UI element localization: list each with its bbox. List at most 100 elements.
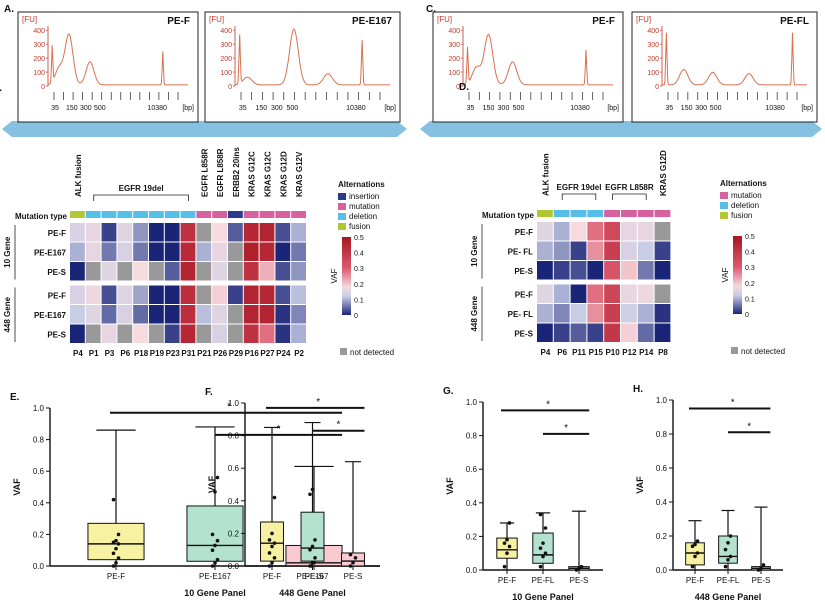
x-tick-label: 300 — [695, 105, 707, 112]
data-point — [267, 551, 272, 555]
colorbar-tick-label: 0.4 — [354, 251, 364, 258]
colorbar-tick-label: 0 — [354, 313, 358, 320]
vaf-cell — [291, 242, 306, 261]
vaf-cell — [291, 285, 306, 304]
mutation-type-cell — [196, 211, 212, 218]
vaf-cell — [228, 223, 243, 242]
chart-title: 448 Gene Panel — [695, 592, 762, 602]
vaf-cell — [259, 262, 275, 281]
legend-label: fusion — [349, 222, 370, 231]
patient-label: P29 — [229, 349, 244, 358]
y-axis-label: VAF — [207, 475, 217, 493]
y-tick-label: 0.4 — [33, 499, 45, 508]
iqr-box — [300, 511, 325, 562]
data-point — [502, 564, 507, 569]
significance-star: * — [731, 398, 735, 409]
vaf-cell — [604, 304, 620, 323]
panel-label-A: A. — [4, 4, 14, 15]
mutation-type-cell — [149, 211, 164, 218]
data-point — [116, 556, 121, 560]
vaf-cell — [133, 324, 148, 343]
vaf-cell — [587, 261, 604, 280]
data-point — [313, 556, 317, 560]
vaf-cell — [275, 324, 291, 343]
data-point — [213, 561, 217, 565]
vaf-cell — [196, 242, 212, 261]
patient-label: P14 — [639, 348, 654, 357]
colorbar-tick-label: 0 — [745, 312, 749, 319]
data-point — [543, 551, 548, 555]
data-point — [213, 489, 217, 494]
vaf-cell — [212, 242, 227, 261]
fu-unit-label: [FU] — [209, 15, 224, 24]
chart-title: 10 Gene Panel — [512, 592, 574, 602]
vaf-cell — [259, 223, 275, 242]
fu-trace — [47, 33, 188, 86]
sample-row-label: PE- FL — [508, 247, 533, 256]
y-tick-label: 400 — [448, 28, 460, 35]
heatmap-B: B. ALK fusion EGFR 19del EGFR L858R EGFR L85… — [0, 83, 394, 358]
vaf-cell — [212, 285, 227, 304]
data-point — [272, 541, 277, 545]
x-tick-label: 35 — [51, 105, 59, 112]
vaf-cell — [654, 241, 671, 260]
mutation-type-cell — [621, 210, 637, 217]
trace-frame — [204, 11, 401, 123]
legend-swatch — [338, 193, 346, 200]
legend-label: deletion — [731, 201, 759, 210]
not-detected-label: not detected — [741, 347, 785, 356]
patient-label: P12 — [622, 348, 637, 357]
y-tick-label: 0 — [41, 84, 45, 91]
vaf-cell — [85, 285, 101, 304]
data-point — [507, 521, 512, 525]
data-point — [210, 548, 215, 552]
vaf-cell — [275, 285, 291, 304]
vaf-cell — [117, 305, 133, 324]
patient-label: P4 — [541, 348, 551, 357]
x-tick-label: PE-F — [263, 572, 281, 581]
patient-label: P18 — [134, 349, 149, 358]
legend-swatch — [720, 212, 728, 219]
vaf-cell — [70, 262, 85, 281]
sample-row-label: PE-F — [515, 228, 533, 237]
x-tick-label: 300 — [498, 105, 510, 112]
legend-title: Alternations — [720, 179, 767, 188]
vaf-cell — [291, 262, 306, 281]
vaf-cell — [196, 262, 212, 281]
data-point — [693, 542, 697, 547]
mutation-type-cell — [553, 210, 570, 217]
x-tick-label: PE-E167 — [199, 572, 232, 581]
vaf-cell — [164, 324, 180, 343]
patient-label: P4 — [73, 349, 83, 358]
y-tick-label: 1.0 — [228, 399, 240, 408]
data-point — [111, 564, 116, 568]
y-tick-label: 100 — [33, 70, 45, 77]
significance-star: * — [277, 424, 281, 435]
colorbar-tick-label: 0.1 — [354, 297, 364, 304]
significance-star: * — [546, 399, 550, 410]
legend-label: deletion — [349, 212, 377, 221]
gene-label: ERBB2 20ins — [232, 147, 241, 197]
mutation-type-cell — [212, 211, 227, 218]
data-point — [728, 554, 733, 559]
gene-label: KRAS G12V — [295, 151, 304, 197]
x-tick-label: 10380 — [147, 105, 167, 112]
data-point — [210, 532, 215, 537]
mutation-type-cell — [570, 210, 587, 217]
x-tick-label: 35 — [665, 105, 673, 112]
vaf-cell — [212, 324, 227, 343]
data-point — [693, 554, 697, 559]
y-tick-label: 0.2 — [228, 529, 240, 538]
y-tick-label: 0.8 — [656, 430, 668, 439]
gene-group-label: EGFR 19del — [557, 183, 602, 192]
vaf-cell — [570, 304, 587, 323]
vaf-cell — [637, 222, 654, 241]
data-point — [270, 560, 274, 565]
y-tick-label: 0.4 — [656, 498, 668, 507]
y-tick-label: 200 — [647, 56, 659, 63]
legend-label: insertion — [349, 192, 379, 201]
sample-row-label: PE-F — [48, 229, 66, 238]
data-point — [270, 531, 274, 536]
x-tick-label: 150 — [66, 105, 78, 112]
